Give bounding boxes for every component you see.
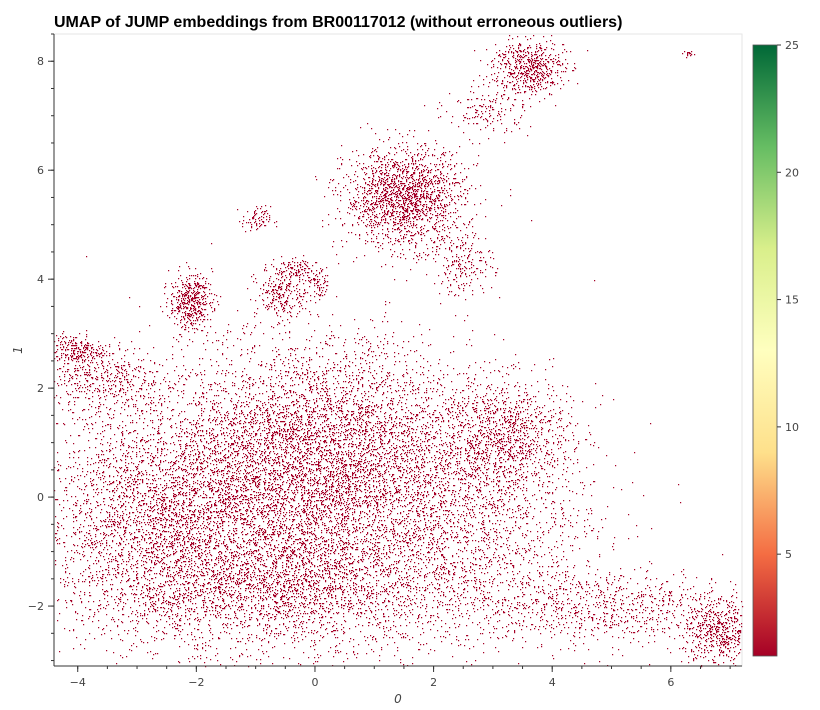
y-axis: −2 0 2 4 6 8 <box>28 33 55 666</box>
x-tick-label: 0 <box>311 676 318 689</box>
colorbar-tick-label: 5 <box>785 548 792 561</box>
colorbar-tick-label: 20 <box>785 166 799 179</box>
colorbar-ticks: 5 10 15 20 25 <box>777 39 799 561</box>
y-axis-label: 1 <box>11 346 25 354</box>
x-tick-label: 6 <box>667 676 674 689</box>
colorbar-tick-label: 25 <box>785 39 799 52</box>
x-axis: −4 −2 0 2 4 6 <box>54 665 742 689</box>
y-tick-label: 0 <box>37 491 44 504</box>
y-tick-label: 8 <box>37 55 44 68</box>
colorbar-tick-label: 10 <box>785 421 799 434</box>
y-tick-label: 4 <box>37 273 44 286</box>
y-tick-label: −2 <box>28 600 44 613</box>
colorbar-tick-label: 15 <box>785 294 799 307</box>
x-tick-label: 2 <box>430 676 437 689</box>
x-tick-label: 4 <box>549 676 556 689</box>
x-tick-label: −4 <box>70 676 86 689</box>
chart-title: UMAP of JUMP embeddings from BR00117012 … <box>54 14 622 31</box>
y-tick-label: 6 <box>37 164 44 177</box>
x-axis-label: 0 <box>394 692 402 706</box>
x-tick-label: −2 <box>188 676 204 689</box>
colorbar <box>752 44 778 657</box>
plot-area <box>53 33 743 667</box>
y-tick-label: 2 <box>37 382 44 395</box>
